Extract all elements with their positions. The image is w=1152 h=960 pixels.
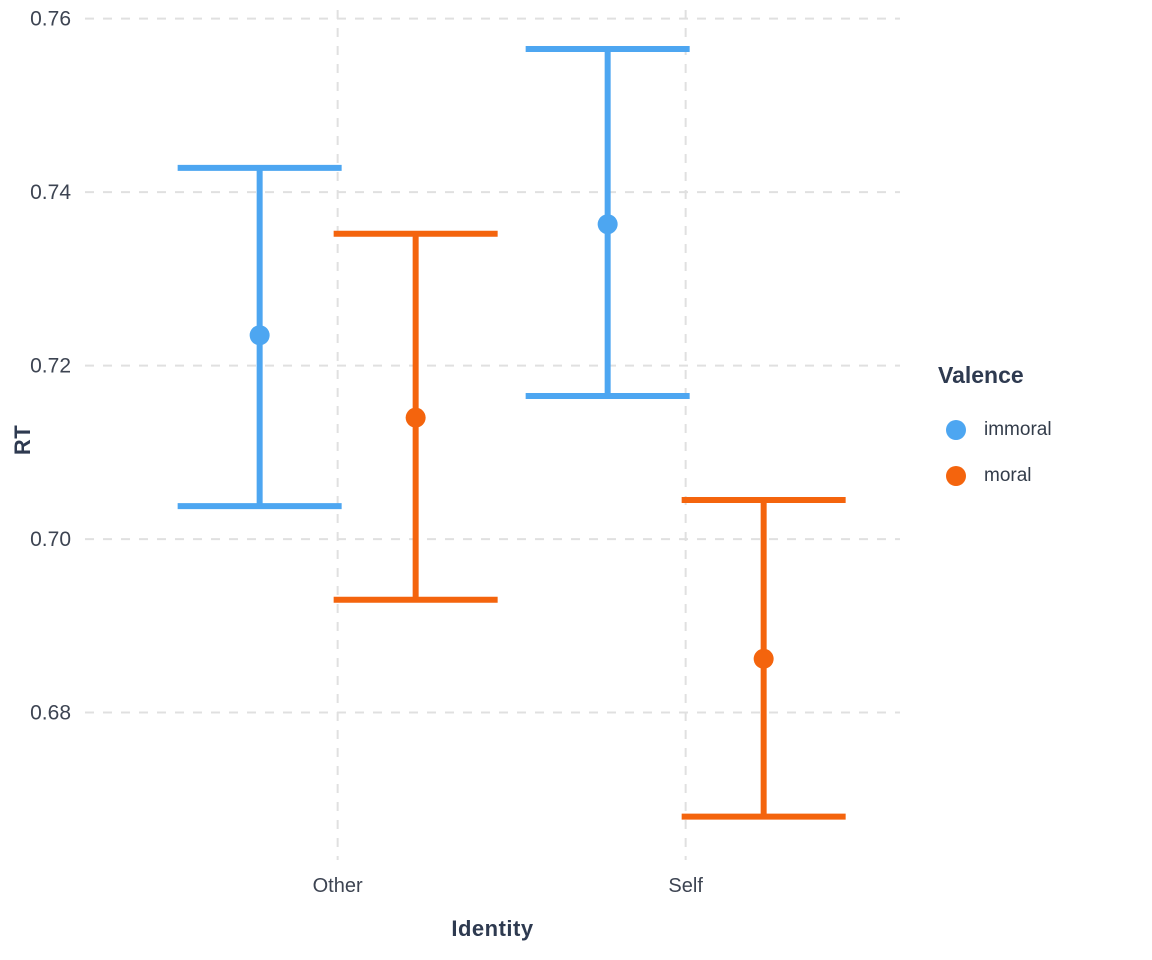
y-tick-label: 0.76 [30, 8, 71, 31]
legend-label-immoral: immoral [984, 419, 1052, 440]
data-point-moral-Self [753, 648, 774, 669]
legend-item-immoral: immoral [938, 419, 1148, 441]
x-tick-label: Other [313, 875, 363, 897]
y-axis-title: RT [10, 424, 35, 456]
x-tick-label: Self [668, 875, 703, 897]
y-tick-label: 0.74 [30, 181, 71, 204]
x-axis-title: Identity [451, 916, 534, 941]
y-tick-label: 0.68 [30, 702, 71, 725]
legend-label-moral: moral [984, 465, 1032, 486]
legend-title: Valence [938, 362, 1024, 388]
legend: Valence immoral moral [938, 362, 1148, 511]
legend-swatch-moral [946, 466, 966, 486]
y-tick-label: 0.72 [30, 355, 71, 378]
legend-swatch-immoral [946, 420, 966, 440]
data-point-moral-Other [405, 407, 426, 428]
data-point-immoral-Self [597, 214, 618, 235]
data-point-immoral-Other [249, 325, 270, 346]
legend-item-moral: moral [938, 465, 1148, 487]
y-tick-label: 0.70 [30, 528, 71, 551]
